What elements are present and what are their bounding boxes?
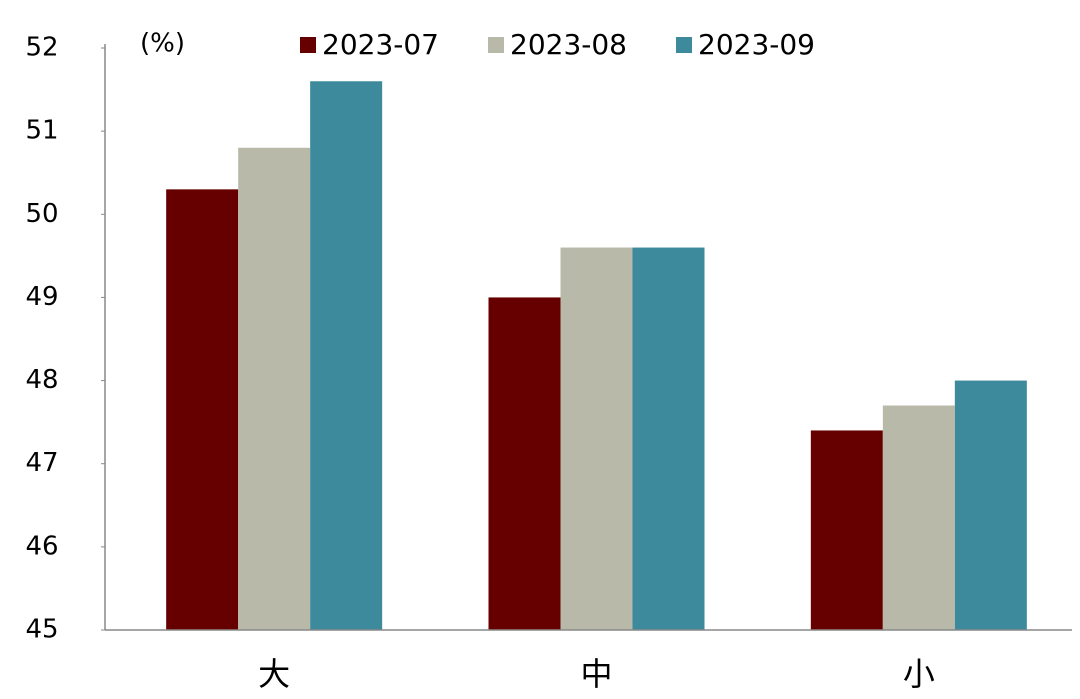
- y-tick-label: 49: [25, 282, 58, 312]
- legend-label: 2023-09: [698, 28, 815, 61]
- bar: [882, 405, 955, 630]
- legend-swatch: [488, 37, 504, 53]
- legend-label: 2023-07: [322, 28, 439, 61]
- y-axis-label: (%): [140, 29, 185, 59]
- bar: [810, 430, 883, 630]
- y-tick-label: 46: [25, 531, 58, 561]
- y-tick-label: 45: [25, 615, 58, 645]
- y-tick-label: 48: [25, 365, 58, 395]
- bar: [560, 247, 633, 631]
- y-tick-label: 50: [25, 199, 58, 229]
- y-tick-label: 47: [25, 448, 58, 478]
- y-tick-label: 52: [25, 33, 58, 63]
- legend-swatch: [300, 37, 316, 53]
- bar: [166, 189, 239, 631]
- y-tick-label: 51: [25, 116, 58, 146]
- x-tick-label: 大: [258, 655, 290, 693]
- x-tick-label: 中: [580, 655, 612, 693]
- bar: [238, 147, 311, 630]
- legend-swatch: [676, 37, 692, 53]
- bar: [632, 247, 705, 631]
- bar: [310, 81, 383, 630]
- bar: [954, 380, 1027, 630]
- legend-label: 2023-08: [510, 28, 627, 61]
- x-tick-label: 小: [903, 655, 935, 693]
- bar: [488, 297, 561, 630]
